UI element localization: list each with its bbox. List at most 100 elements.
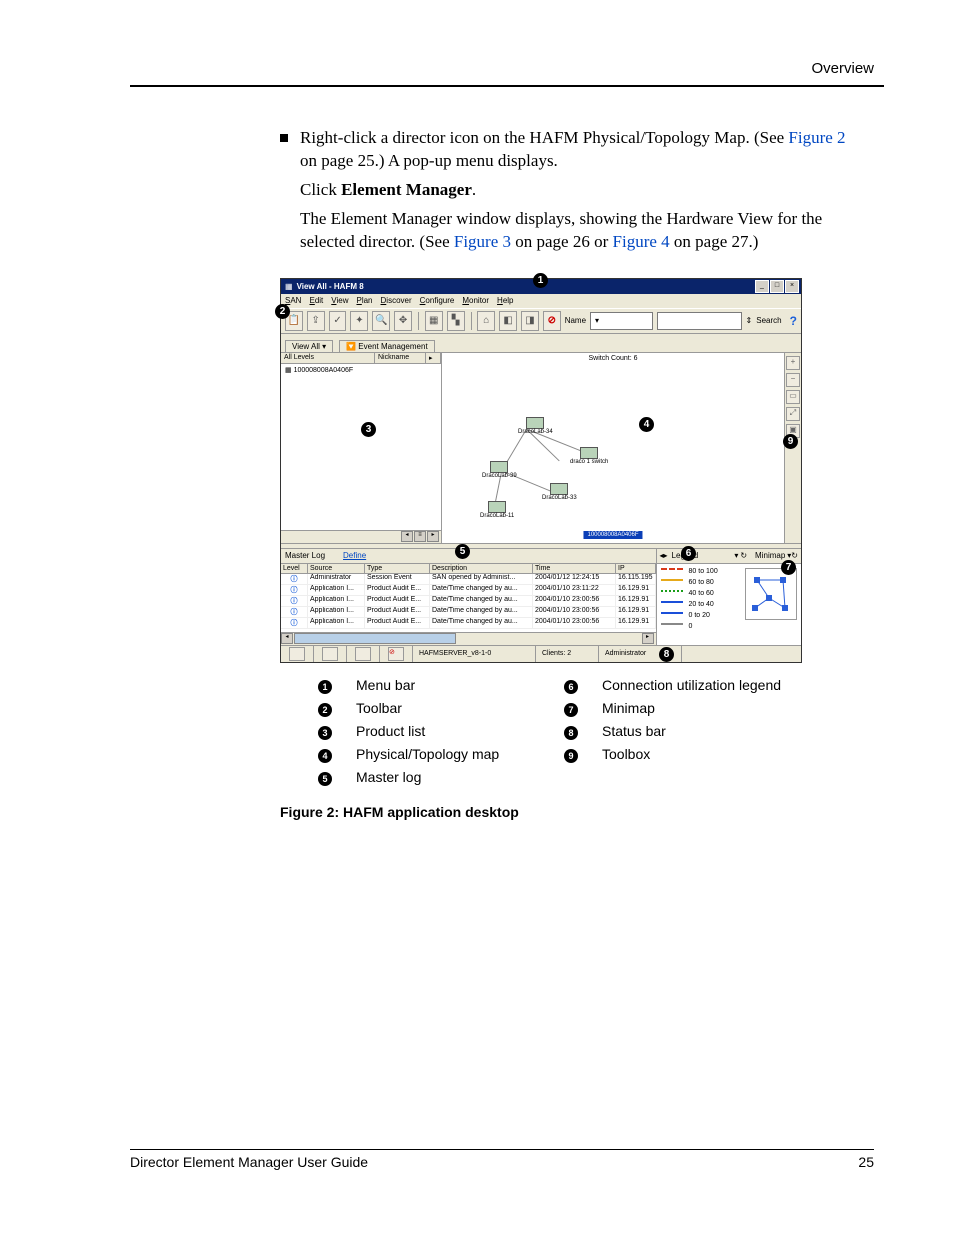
toolbar-btn[interactable]: ✦ — [350, 311, 368, 331]
figure-link[interactable]: Figure 4 — [613, 232, 670, 251]
legend-refresh-icon[interactable]: ↻ — [740, 551, 747, 560]
log-rows: ⓘAdministratorSession EventSAN opened by… — [281, 574, 656, 632]
spinner-icon[interactable]: ⇕ — [746, 316, 753, 325]
figure-link[interactable]: Figure 2 — [788, 128, 845, 147]
h-scrollbar[interactable]: ◂ ≡ ▸ — [281, 530, 441, 543]
minimap-title: Minimap — [755, 551, 785, 560]
search-input[interactable] — [657, 312, 742, 330]
toolbar-btn[interactable]: ◨ — [521, 311, 539, 331]
callout-num: 4 — [318, 749, 332, 763]
callout-9: 9 — [783, 434, 798, 449]
node-label: DracoLab-11 — [480, 513, 514, 519]
separator — [471, 312, 472, 330]
text: on page 27.) — [670, 232, 759, 251]
node-label: draco 1 switch — [570, 459, 608, 465]
minimize-button[interactable]: _ — [755, 280, 769, 293]
switch-node[interactable]: draco 1 switch — [570, 447, 608, 465]
toolbar-btn[interactable]: ▚ — [447, 311, 465, 331]
id-badge: 100008008A0406F — [583, 531, 642, 539]
legend-item: 0 to 20 — [661, 610, 737, 621]
tab-view-all[interactable]: View All ▾ — [285, 340, 333, 352]
hafm-screenshot: 1 2 3 4 5 6 7 8 9 ▦ View All - HAFM 8 _ … — [280, 278, 802, 663]
text: on page 25.) A pop-up menu displays. — [300, 151, 558, 170]
text: . — [472, 180, 476, 199]
menu-san[interactable]: SAN — [285, 296, 301, 305]
master-log: Master Log Define Level Source Type Desc… — [281, 549, 657, 645]
toolbar-btn[interactable]: ✥ — [394, 311, 412, 331]
log-col-time[interactable]: Time — [533, 564, 616, 573]
legend-label: Toolbox — [594, 744, 789, 765]
rule-bottom — [130, 1149, 874, 1150]
topology-map[interactable]: Switch Count: 6 DracoLab-34 draco 1 swit… — [442, 353, 784, 543]
expand-icon[interactable]: ⤢ — [786, 407, 800, 421]
menu-view[interactable]: View — [331, 296, 348, 305]
minimap-refresh-icon[interactable]: ↻ — [791, 551, 798, 560]
minimap[interactable] — [745, 568, 797, 620]
scroll-arrow[interactable]: ◂▸ — [660, 551, 668, 560]
switch-node[interactable]: DracoLab-34 — [518, 417, 553, 435]
zoom-in-icon[interactable]: + — [786, 356, 800, 370]
col-all-levels[interactable]: All Levels — [281, 353, 375, 363]
scroll-right[interactable]: ▸ — [427, 531, 439, 542]
scroll-right[interactable]: ▸ — [642, 633, 654, 644]
log-row[interactable]: ⓘApplication I...Product Audit E...Date/… — [281, 596, 656, 607]
scroll-left[interactable]: ◂ — [281, 633, 293, 644]
toolbar-btn[interactable]: ⌂ — [477, 311, 495, 331]
log-row[interactable]: ⓘApplication I...Product Audit E...Date/… — [281, 585, 656, 596]
log-col-ip[interactable]: IP — [616, 564, 656, 573]
tree-icon: ▦ — [285, 367, 292, 374]
log-row[interactable]: ⓘAdministratorSession EventSAN opened by… — [281, 574, 656, 585]
legend-item: 20 to 40 — [661, 599, 737, 610]
fit-icon[interactable]: ▭ — [786, 390, 800, 404]
legend-item: 0 — [661, 621, 737, 632]
scroll-arrow[interactable]: ▸ — [426, 353, 441, 363]
legend-label: Menu bar — [348, 675, 554, 696]
scroll-thumb[interactable]: ≡ — [414, 531, 426, 542]
close-button[interactable]: × — [785, 280, 799, 293]
toolbar-btn[interactable]: ✓ — [329, 311, 347, 331]
menu-discover[interactable]: Discover — [381, 296, 412, 305]
log-col-level[interactable]: Level — [281, 564, 308, 573]
toolbar-btn[interactable]: 🔍 — [372, 311, 390, 331]
toolbar-btn[interactable]: ▦ — [425, 311, 443, 331]
figure-link[interactable]: Figure 3 — [454, 232, 511, 251]
intro-para: Right-click a director icon on the HAFM … — [300, 127, 864, 260]
switch-node[interactable]: DracoLab-33 — [542, 483, 577, 501]
toolbar-btn[interactable]: ⊘ — [543, 311, 561, 331]
log-col-desc[interactable]: Description — [430, 564, 533, 573]
log-row[interactable]: ⓘApplication I...Product Audit E...Date/… — [281, 607, 656, 618]
h-scrollbar[interactable]: ◂ ▸ — [281, 632, 656, 645]
toolbar-btn[interactable]: ⇪ — [307, 311, 325, 331]
help-icon[interactable]: ? — [790, 314, 797, 328]
define-link[interactable]: Define — [343, 551, 366, 560]
name-dropdown[interactable]: ▾ — [590, 312, 653, 330]
app-icon: ▦ — [285, 282, 293, 291]
log-col-type[interactable]: Type — [365, 564, 430, 573]
legend-label: Connection utilization legend — [594, 675, 789, 696]
switch-node[interactable]: DracoLab-39 — [482, 461, 517, 479]
menu-help[interactable]: Help — [497, 296, 513, 305]
tab-event-mgmt[interactable]: 🔽 Event Management — [339, 340, 435, 352]
toolbar-btn[interactable]: ◧ — [499, 311, 517, 331]
legend-label: Toolbar — [348, 698, 554, 719]
figure-legend: 1 Menu bar 6 Connection utilization lege… — [308, 673, 791, 790]
legend-dd-icon[interactable]: ▾ — [734, 551, 738, 560]
menu-monitor[interactable]: Monitor — [462, 296, 489, 305]
menu-edit[interactable]: Edit — [309, 296, 323, 305]
zoom-out-icon[interactable]: − — [786, 373, 800, 387]
callout-7: 7 — [781, 560, 796, 575]
menu-plan[interactable]: Plan — [356, 296, 372, 305]
section-header: Overview — [130, 60, 884, 77]
log-col-source[interactable]: Source — [308, 564, 365, 573]
menu-configure[interactable]: Configure — [420, 296, 455, 305]
toolbar: 📋 ⇪ ✓ ✦ 🔍 ✥ ▦ ▚ ⌂ ◧ ◨ ⊘ Name ▾ ⇕ Search … — [281, 308, 801, 334]
product-item[interactable]: 100008008A0406F — [294, 367, 354, 374]
scroll-left[interactable]: ◂ — [401, 531, 413, 542]
status-icon — [289, 647, 305, 661]
switch-node[interactable]: DracoLab-11 — [480, 501, 514, 519]
maximize-button[interactable]: □ — [770, 280, 784, 293]
text: Right-click a director icon on the HAFM … — [300, 128, 788, 147]
col-nickname[interactable]: Nickname — [375, 353, 426, 363]
scroll-thumb[interactable] — [294, 633, 456, 644]
log-row[interactable]: ⓘApplication I...Product Audit E...Date/… — [281, 618, 656, 629]
